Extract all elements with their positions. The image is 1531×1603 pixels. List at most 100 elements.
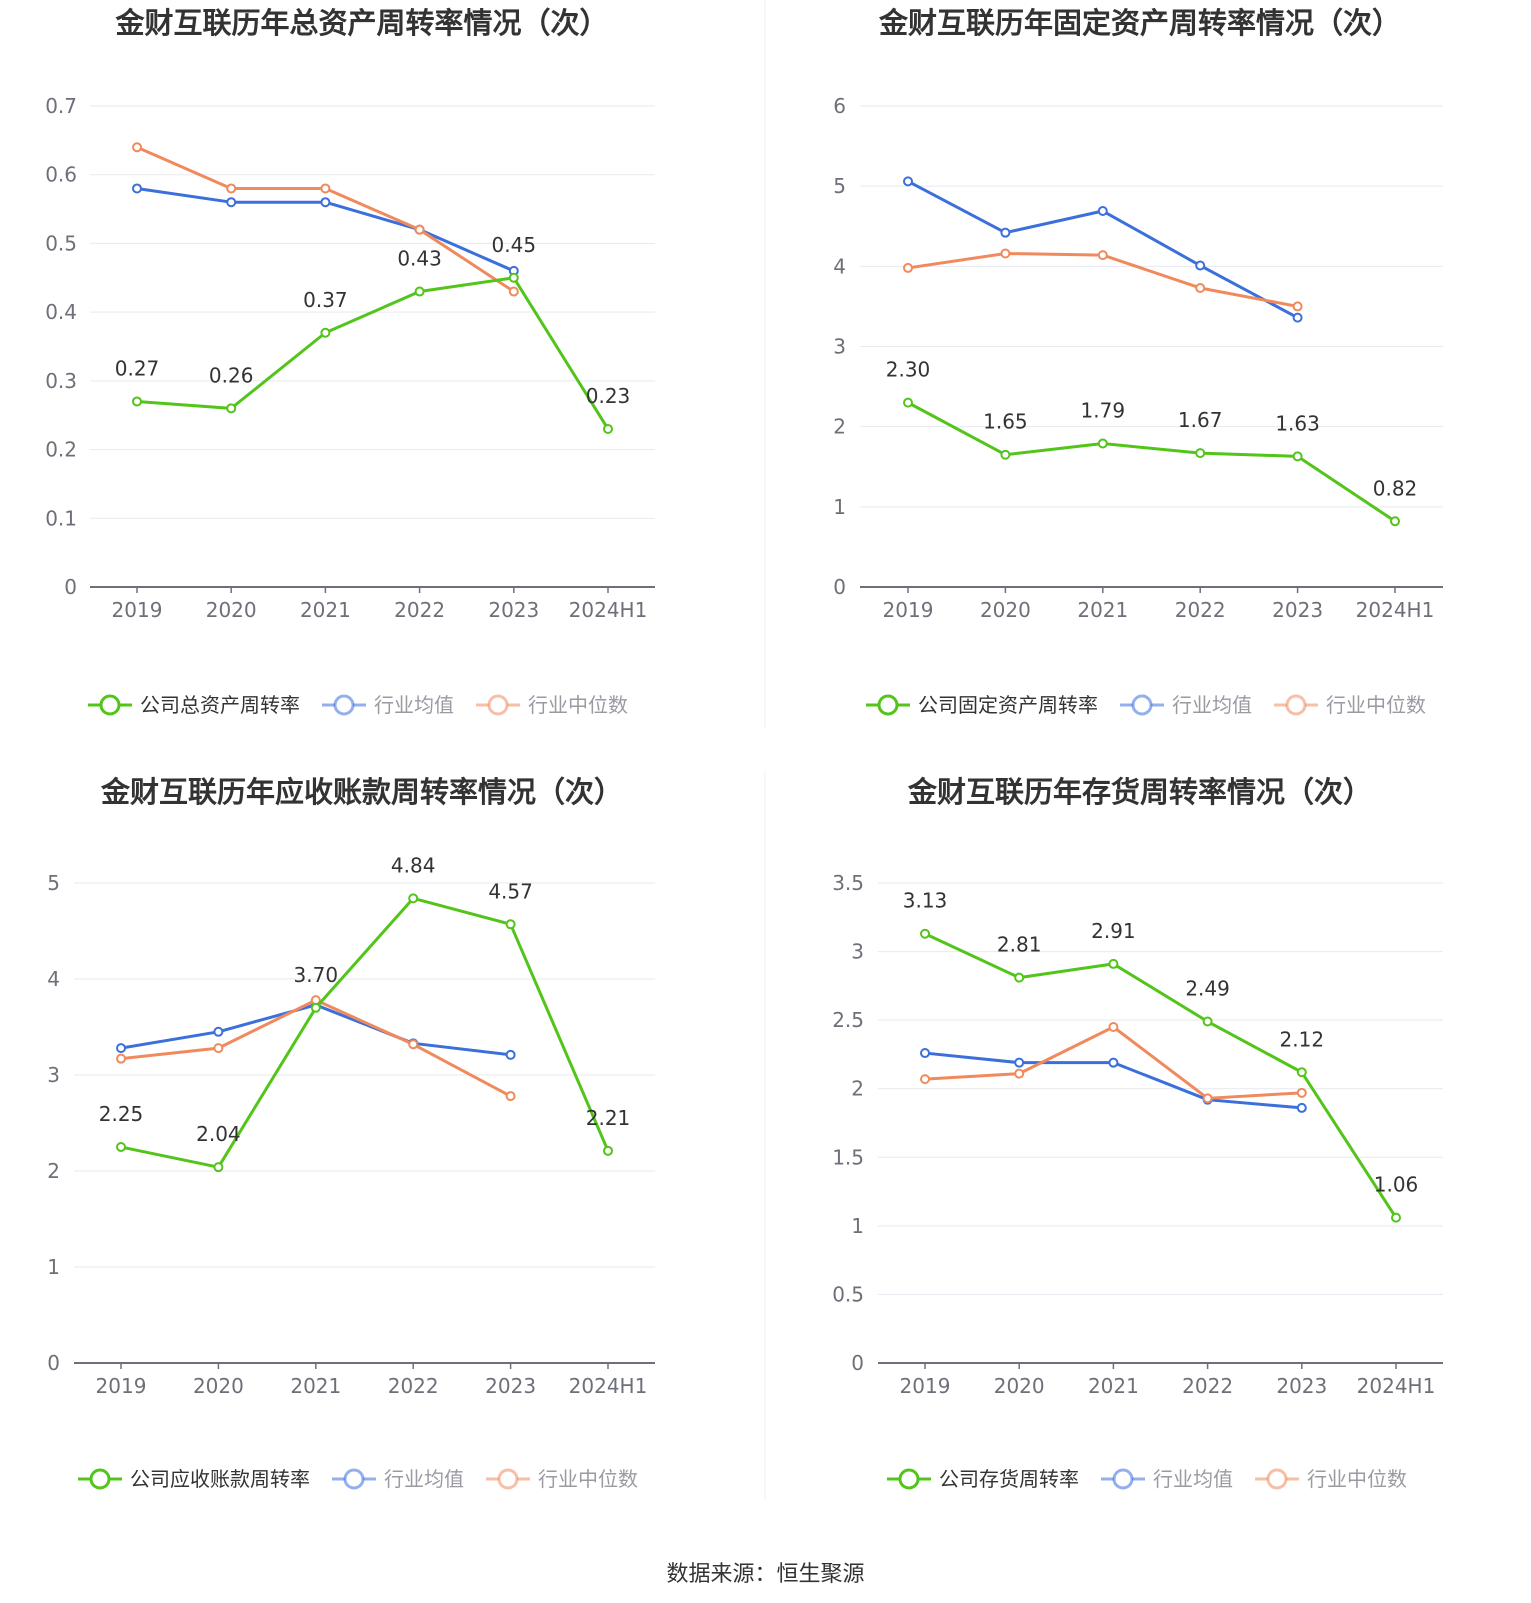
data-point-company[interactable] — [1390, 516, 1400, 527]
data-point-median[interactable] — [1296, 1087, 1307, 1098]
data-point-avg[interactable] — [132, 183, 142, 194]
data-point-median[interactable] — [920, 1074, 930, 1085]
data-point-median[interactable] — [1195, 282, 1206, 293]
legend-label: 行业中位数 — [528, 693, 628, 717]
data-point-median[interactable] — [226, 183, 237, 194]
legend-item-median[interactable]: 行业中位数 — [476, 693, 628, 717]
legend-item-avg[interactable]: 行业均值 — [1101, 1467, 1233, 1491]
data-point-company[interactable] — [213, 1162, 224, 1173]
data-point-avg[interactable] — [1292, 312, 1303, 323]
data-point-avg[interactable] — [1108, 1057, 1119, 1068]
legend-item-avg[interactable]: 行业均值 — [1120, 693, 1252, 717]
data-point-median[interactable] — [1202, 1093, 1213, 1104]
data-point-company[interactable] — [920, 928, 930, 939]
data-point-company[interactable] — [1108, 958, 1119, 969]
data-point-company[interactable] — [310, 1002, 321, 1013]
legend-item-avg[interactable]: 行业均值 — [322, 693, 454, 717]
x-tick-label: 2019 — [900, 1374, 951, 1398]
data-point-avg[interactable] — [505, 1049, 516, 1060]
data-point-company[interactable] — [1097, 438, 1108, 449]
data-point-company[interactable] — [1391, 1212, 1401, 1223]
chart-title: 金财互联历年存货周转率情况（次） — [907, 775, 1372, 809]
data-label: 0.26 — [209, 363, 254, 387]
x-tick-label: 2021 — [1088, 1374, 1139, 1398]
data-point-company[interactable] — [414, 286, 425, 297]
data-point-avg[interactable] — [1000, 227, 1011, 238]
data-point-median[interactable] — [1108, 1022, 1119, 1032]
data-point-company[interactable] — [508, 272, 519, 283]
data-point-avg[interactable] — [1014, 1057, 1025, 1068]
data-point-median[interactable] — [1000, 248, 1011, 259]
data-point-company[interactable] — [1014, 972, 1025, 983]
legend-item-company[interactable]: 公司存货周转率 — [887, 1467, 1079, 1491]
chart-fixed-asset-turnover: 金财互联历年固定资产周转率情况（次） 0 1 2 3 4 5 6 2019 2020 2021 202… — [833, 6, 1443, 717]
data-point-company[interactable] — [132, 396, 142, 407]
data-point-median[interactable] — [505, 1091, 516, 1102]
data-point-company[interactable] — [603, 423, 613, 434]
legend-label: 行业中位数 — [538, 1467, 638, 1491]
data-label: 4.84 — [391, 853, 436, 877]
data-point-median[interactable] — [1292, 301, 1303, 312]
data-point-company[interactable] — [903, 397, 913, 408]
legend-item-median[interactable]: 行业中位数 — [486, 1467, 638, 1491]
legend-item-median[interactable]: 行业中位数 — [1274, 693, 1426, 717]
data-point-company[interactable] — [1296, 1067, 1307, 1078]
data-point-company[interactable] — [603, 1145, 613, 1156]
x-tick-label: 2020 — [980, 598, 1031, 622]
y-tick-label: 6 — [833, 94, 846, 118]
x-tick-label: 2023 — [485, 1374, 536, 1398]
x-tick-label: 2024H1 — [569, 1374, 648, 1398]
data-point-avg[interactable] — [116, 1043, 126, 1054]
data-point-company[interactable] — [116, 1142, 126, 1152]
data-point-avg[interactable] — [1097, 206, 1108, 217]
legend-item-avg[interactable]: 行业均值 — [332, 1467, 464, 1491]
data-point-median[interactable] — [320, 183, 331, 194]
source-text: 数据来源：恒生聚源 — [666, 1562, 865, 1587]
data-point-median[interactable] — [408, 1039, 419, 1050]
y-tick-label: 0.7 — [45, 94, 77, 118]
data-point-avg[interactable] — [1195, 260, 1206, 271]
chart-inventory-turnover: 金财互联历年存货周转率情况（次） 0 0.5 1 1.5 2 2.5 3 3.5 2019 2020… — [832, 775, 1443, 1491]
data-point-avg[interactable] — [903, 176, 913, 187]
legend-item-company[interactable]: 公司固定资产周转率 — [866, 693, 1098, 717]
y-tick-label: 3 — [833, 335, 846, 359]
data-point-median[interactable] — [213, 1043, 224, 1054]
data-point-median[interactable] — [132, 142, 142, 153]
x-tick-label: 2022 — [394, 598, 445, 622]
data-point-median[interactable] — [508, 286, 519, 297]
data-point-median[interactable] — [116, 1053, 126, 1064]
data-point-median[interactable] — [1014, 1068, 1025, 1079]
y-tick-label: 5 — [833, 174, 846, 198]
data-label: 0.23 — [586, 384, 631, 408]
data-point-company[interactable] — [1202, 1016, 1213, 1027]
legend-swatch-marker — [1285, 694, 1307, 716]
data-label: 2.25 — [99, 1102, 144, 1126]
data-point-company[interactable] — [1000, 449, 1011, 460]
data-point-median[interactable] — [414, 224, 425, 235]
y-tick-label: 0 — [851, 1351, 864, 1375]
data-point-company[interactable] — [505, 919, 516, 930]
data-point-company[interactable] — [226, 403, 237, 414]
data-point-company[interactable] — [408, 893, 419, 904]
legend-label: 行业中位数 — [1326, 693, 1426, 717]
data-point-company[interactable] — [1292, 451, 1303, 462]
legend-item-company[interactable]: 公司应收账款周转率 — [78, 1467, 310, 1491]
legend-item-median[interactable]: 行业中位数 — [1255, 1467, 1407, 1491]
data-point-avg[interactable] — [226, 197, 237, 208]
data-label: 1.67 — [1178, 408, 1223, 432]
data-point-company[interactable] — [320, 327, 331, 338]
y-tick-label: 4 — [833, 254, 846, 278]
data-point-median[interactable] — [1097, 250, 1108, 261]
y-tick-label: 0.5 — [45, 231, 77, 255]
x-tick-label: 2023 — [1276, 1374, 1327, 1398]
data-point-avg[interactable] — [320, 197, 331, 208]
legend-swatch-marker — [1131, 694, 1153, 716]
data-point-company[interactable] — [1195, 448, 1206, 459]
data-point-median[interactable] — [903, 262, 913, 273]
data-point-avg[interactable] — [920, 1048, 930, 1059]
data-point-avg[interactable] — [1296, 1102, 1307, 1113]
y-tick-label: 0 — [64, 575, 77, 599]
legend-label: 行业均值 — [1153, 1467, 1233, 1491]
legend-item-company[interactable]: 公司总资产周转率 — [88, 693, 300, 717]
data-point-avg[interactable] — [213, 1026, 224, 1037]
